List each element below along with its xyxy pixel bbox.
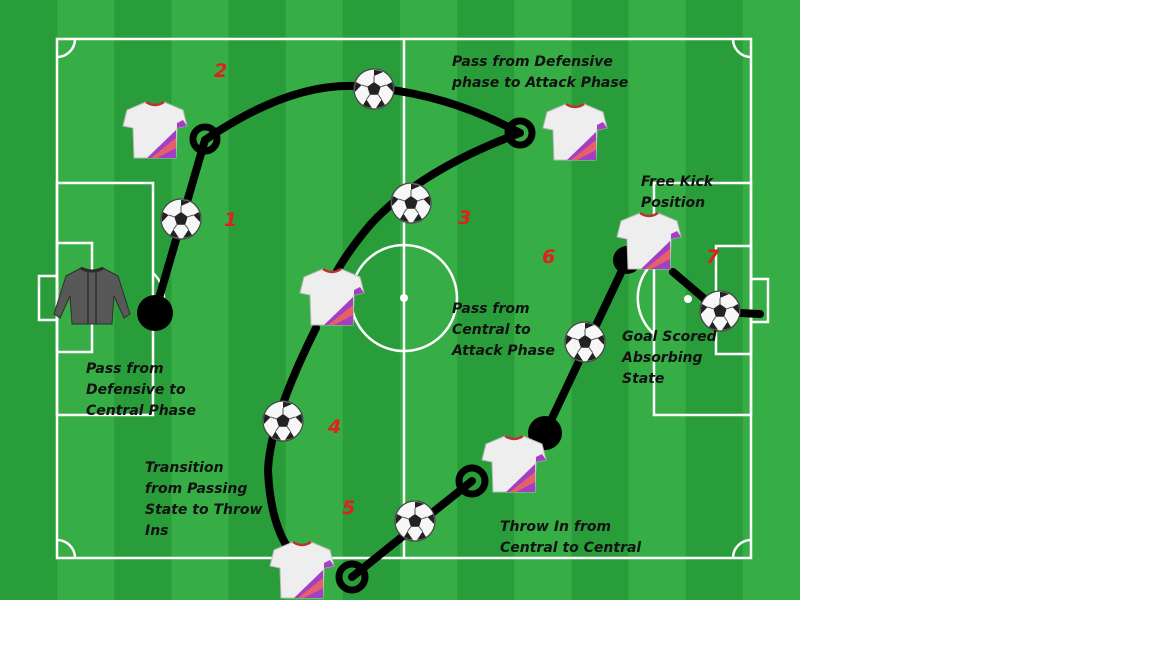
corner-arc-top-left (56, 38, 77, 59)
grass-stripes (0, 0, 800, 600)
path-segment-3 (331, 129, 524, 279)
node-ring-attack (504, 117, 536, 149)
corner-arc-top-right (731, 38, 752, 59)
grass-stripe (571, 0, 630, 600)
label-transition-throw-ins: Transition from Passing State to Throw I… (145, 460, 263, 539)
left-goal (37, 274, 59, 322)
soccer-ball-icon (564, 321, 606, 363)
soccer-ball-icon (353, 68, 395, 110)
grass-stripe (0, 0, 58, 600)
step-number-3: 3 (458, 207, 472, 229)
node-defensive-start (137, 295, 173, 331)
node-ring-2 (189, 123, 221, 155)
node-ring-throw (455, 464, 489, 498)
step-number-4: 4 (328, 416, 342, 438)
node-ring-bottom (335, 560, 369, 594)
soccer-ball-icon (699, 290, 741, 332)
label-pass-defensive-to-central: Pass from Defensive to Central Phase (86, 361, 196, 419)
grass-stripe (171, 0, 230, 600)
soccer-ball-icon (390, 182, 432, 224)
label-pass-central-to-attack: Pass from Central to Attack Phase (452, 301, 555, 359)
label-goal-scored-state: Goal Scored Absorbing State (622, 329, 717, 387)
soccer-ball-icon (160, 198, 202, 240)
step-number-2: 2 (214, 60, 228, 82)
soccer-pitch-diagram (0, 0, 800, 600)
label-pass-defensive-to-attack: Pass from Defensive phase to Attack Phas… (452, 54, 629, 91)
centre-spot (400, 294, 408, 302)
label-free-kick-position: Free Kick Position (641, 174, 714, 211)
soccer-ball-icon (262, 400, 304, 442)
corner-arc-bottom-right (731, 538, 752, 559)
label-throw-in-central: Throw In from Central to Central (500, 519, 642, 556)
step-number-5: 5 (342, 497, 356, 519)
grass-stripe (457, 0, 515, 600)
right-penalty-spot (684, 295, 692, 303)
corner-arc-bottom-left (56, 538, 77, 559)
step-number-7: 7 (706, 246, 720, 268)
grass-stripe (742, 0, 800, 600)
grass-stripe (514, 0, 572, 600)
right-goal (749, 277, 770, 324)
path-segment-4 (263, 324, 320, 552)
step-number-6: 6 (542, 246, 556, 268)
step-number-1: 1 (224, 209, 238, 231)
soccer-ball-icon (394, 500, 436, 542)
